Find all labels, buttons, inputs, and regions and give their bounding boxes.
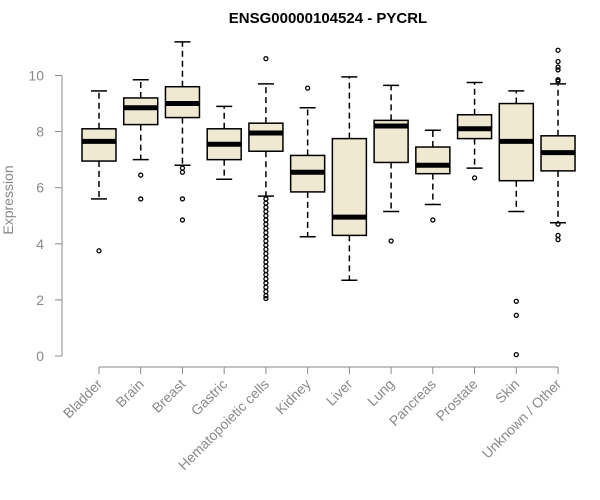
box-gastric bbox=[206, 105, 242, 181]
x-tick-label: Prostate bbox=[433, 376, 481, 424]
y-axis-title: Expression bbox=[0, 165, 16, 234]
outlier-point bbox=[263, 284, 269, 290]
x-tick-label: Bladder bbox=[60, 376, 106, 422]
outlier-point bbox=[96, 248, 102, 254]
outlier-point bbox=[263, 295, 269, 302]
outlier-point bbox=[138, 172, 144, 178]
x-tick-label: Liver bbox=[323, 376, 356, 409]
outlier-point bbox=[263, 208, 269, 215]
chart-title: ENSG00000104524 - PYCRL bbox=[229, 10, 427, 27]
outlier-point bbox=[263, 225, 269, 232]
outlier-point bbox=[555, 58, 561, 65]
iqr-box bbox=[248, 122, 284, 152]
outlier-point bbox=[263, 263, 269, 269]
x-tick-label: Skin bbox=[492, 376, 523, 407]
outlier-point bbox=[555, 221, 561, 227]
outlier-point bbox=[430, 217, 436, 223]
box-series bbox=[81, 41, 576, 358]
outlier-point bbox=[263, 246, 269, 253]
x-tick-label: Brain bbox=[112, 376, 146, 410]
iqr-box bbox=[331, 137, 368, 237]
outlier-point bbox=[555, 236, 561, 243]
y-tick-label: 4 bbox=[36, 236, 44, 252]
y-tick-label: 8 bbox=[36, 124, 44, 140]
outlier-point bbox=[263, 280, 269, 286]
box-lung bbox=[373, 84, 409, 244]
x-tick-label: Lung bbox=[364, 376, 397, 409]
outlier-point bbox=[513, 351, 519, 358]
outlier-point bbox=[388, 238, 394, 244]
outlier-point bbox=[263, 56, 269, 62]
iqr-box bbox=[122, 97, 159, 126]
y-tick-label: 0 bbox=[36, 348, 44, 364]
outlier-point bbox=[555, 47, 561, 53]
outlier-point bbox=[263, 293, 269, 299]
outlier-point bbox=[555, 78, 561, 84]
outlier-point bbox=[263, 217, 269, 223]
box-kidney bbox=[289, 85, 326, 238]
box-prostate bbox=[456, 81, 493, 181]
outlier-point bbox=[263, 255, 269, 261]
box-hematopoietic-cells bbox=[248, 56, 284, 302]
outlier-point bbox=[471, 175, 478, 181]
box-brain bbox=[122, 78, 159, 202]
outlier-point bbox=[263, 221, 269, 227]
outlier-point bbox=[263, 276, 269, 282]
outlier-point bbox=[263, 242, 269, 248]
outlier-point bbox=[179, 196, 186, 202]
outlier-point bbox=[263, 238, 269, 244]
outlier-point bbox=[263, 250, 269, 257]
outlier-point bbox=[555, 232, 561, 239]
y-tick-label: 6 bbox=[36, 180, 44, 196]
outlier-point bbox=[138, 196, 144, 202]
outlier-point bbox=[263, 272, 269, 278]
box-breast bbox=[164, 41, 201, 223]
box-liver bbox=[331, 76, 368, 282]
box-pancreas bbox=[415, 129, 451, 223]
y-tick-label: 2 bbox=[36, 292, 44, 308]
x-tick-label: Kidney bbox=[272, 376, 314, 418]
box-skin bbox=[498, 90, 535, 358]
box-bladder bbox=[81, 90, 117, 254]
outlier-point bbox=[263, 229, 269, 236]
outlier-point bbox=[513, 312, 519, 318]
y-axis: 0 2 4 6 8 10 bbox=[28, 68, 63, 364]
outlier-point bbox=[179, 169, 186, 175]
outlier-point bbox=[555, 67, 561, 73]
outlier-point bbox=[179, 217, 186, 223]
outlier-point bbox=[263, 234, 269, 240]
outlier-point bbox=[263, 196, 269, 202]
iqr-box bbox=[415, 146, 451, 175]
box-unknown-other bbox=[540, 47, 576, 243]
outlier-point bbox=[179, 165, 186, 171]
y-tick-label: 10 bbox=[28, 68, 44, 84]
outlier-point bbox=[263, 267, 269, 274]
x-tick-label: Breast bbox=[149, 376, 189, 416]
outlier-point bbox=[555, 64, 561, 70]
outlier-point bbox=[263, 204, 269, 210]
outlier-point bbox=[263, 288, 269, 295]
outlier-point bbox=[513, 298, 519, 304]
outlier-point bbox=[263, 200, 269, 206]
outlier-point bbox=[304, 85, 311, 91]
outlier-point bbox=[263, 213, 269, 219]
x-tick-label: Unknown / Other bbox=[479, 376, 565, 462]
outlier-point bbox=[263, 259, 269, 265]
iqr-box bbox=[81, 128, 117, 162]
